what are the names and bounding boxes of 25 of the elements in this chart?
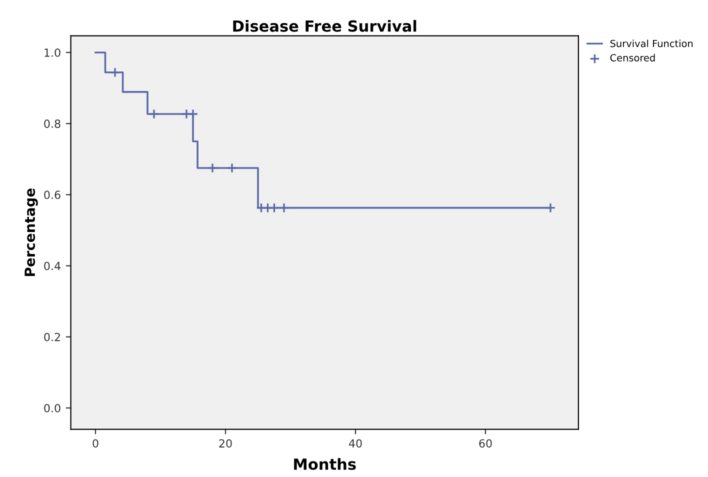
x-tick-label: 20 (219, 439, 232, 448)
point (262, 202, 273, 214)
point (207, 162, 218, 174)
x-tick-label: 60 (479, 439, 492, 448)
point (545, 202, 556, 214)
x-tick-label: 40 (348, 439, 362, 448)
point (148, 108, 160, 120)
y-tick-label: 0.2 (44, 332, 60, 342)
x-axis-title: Months (294, 458, 356, 470)
y-tick-label: 1.0 (44, 48, 60, 57)
point (269, 202, 280, 214)
y-tick-label: 0.4 (44, 262, 60, 270)
y-axis-title: Percentage (24, 188, 38, 276)
point (256, 202, 266, 214)
legend-label: Survival Function (610, 40, 693, 48)
chart-title: Disease Free Survival (233, 20, 416, 32)
y-tick-label: 0.8 (44, 120, 60, 128)
point (110, 67, 120, 78)
point (188, 108, 198, 120)
x-tick-label: 0 (92, 439, 98, 448)
point (226, 162, 238, 174)
legend-label: Censored (610, 54, 655, 62)
y-tick-label: 0.6 (44, 190, 60, 200)
point (278, 202, 290, 214)
y-tick-label: 0.0 (44, 404, 60, 412)
